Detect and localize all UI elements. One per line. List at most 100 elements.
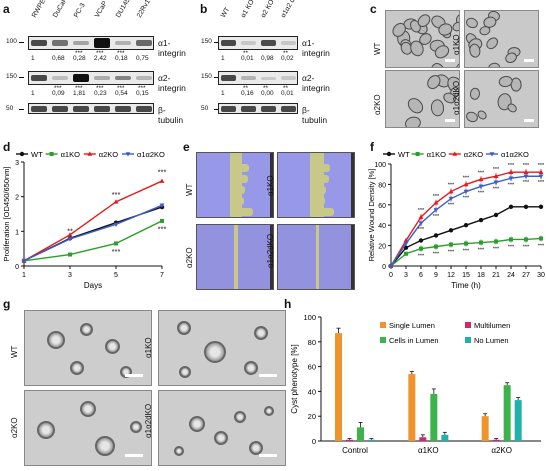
protein-band xyxy=(52,76,68,80)
cyst-phenotype-chart: 0 20 40 60 80 100 Cyst phenotype [%] Control α1K… xyxy=(290,313,541,455)
cyst-image xyxy=(158,310,286,386)
protein-band xyxy=(94,76,110,80)
mw-marker: 50 xyxy=(201,105,209,112)
bar xyxy=(503,385,511,441)
mw-tick xyxy=(214,77,219,78)
category-label: α2KO xyxy=(491,446,512,455)
protein-band xyxy=(281,105,296,112)
panel-label-f: f xyxy=(370,140,374,154)
y-tick-label: 1 xyxy=(15,229,19,236)
micrograph xyxy=(385,70,460,128)
wound-edge xyxy=(238,208,253,216)
band-quant: 2,42 xyxy=(94,55,107,62)
cyst-image xyxy=(24,390,152,466)
x-axis-label: Time (h) xyxy=(451,281,481,290)
bar xyxy=(408,374,416,441)
band-sig: ** xyxy=(283,85,289,92)
band-quant: 0,16 xyxy=(241,90,254,97)
legend-marker xyxy=(386,151,392,157)
significance-mark: *** xyxy=(508,244,515,250)
mw-marker: 150 xyxy=(201,38,212,45)
data-point xyxy=(21,259,27,264)
series-line xyxy=(23,206,163,262)
cyst xyxy=(264,406,274,416)
significance-mark: *** xyxy=(523,244,530,250)
panel-label-g: g xyxy=(3,297,11,311)
band-quant: 0,75 xyxy=(136,55,149,62)
y-axis-label: Relative Wound Density [%] xyxy=(367,169,376,262)
data-point xyxy=(493,212,499,218)
band-sig: ** xyxy=(283,50,289,57)
scale-bar xyxy=(125,454,143,457)
wound-image xyxy=(196,152,274,218)
wound-edge xyxy=(230,153,240,161)
protein-name: β-tubulin xyxy=(302,105,328,125)
y-axis-label: Proliferation [OD450/650nm] xyxy=(2,166,11,261)
significance-mark: *** xyxy=(493,167,500,173)
data-point xyxy=(68,252,72,257)
legend-label: Single Lumen xyxy=(389,321,435,330)
protein-band xyxy=(31,105,47,112)
data-point xyxy=(388,264,394,269)
band-quant: 0,00 xyxy=(261,90,274,97)
cyst-image xyxy=(24,310,152,386)
cell-shape xyxy=(465,16,480,30)
lane-label: α1α2 dKO xyxy=(279,0,302,19)
significance-mark: *** xyxy=(478,170,485,176)
series-line xyxy=(23,220,163,262)
protein-band xyxy=(221,40,236,46)
significance-mark: *** xyxy=(523,180,530,186)
cyst xyxy=(244,361,258,375)
mw-marker: 150 xyxy=(201,73,212,80)
wound-edge xyxy=(234,164,249,172)
x-tick-label: 7 xyxy=(160,272,164,279)
band-quant: 0,68 xyxy=(52,55,65,62)
cyst-image xyxy=(158,390,286,466)
legend-marker xyxy=(452,151,458,156)
legend-label: WT xyxy=(398,150,410,159)
x-tick-label: 12 xyxy=(447,272,455,279)
y-axis-label: Cyst phenotype [%] xyxy=(290,344,299,413)
x-axis-label: Days xyxy=(84,281,102,290)
y-tick-label: 2 xyxy=(15,195,19,202)
band-sig: *** xyxy=(75,50,83,57)
cyst xyxy=(189,416,205,432)
significance-mark: *** xyxy=(448,183,455,189)
image-label: α1α2dKO xyxy=(452,80,461,115)
band-quant: 0,23 xyxy=(94,90,107,97)
image-label: α1α2dKO xyxy=(144,403,153,438)
band-sig: *** xyxy=(138,85,146,92)
cyst xyxy=(214,431,228,445)
blot-strip xyxy=(218,103,298,114)
band-quant: 0,28 xyxy=(73,55,86,62)
legend-label: α1α2KO xyxy=(137,150,165,159)
data-point xyxy=(160,218,164,223)
band-sig: ** xyxy=(243,85,249,92)
legend-marker xyxy=(489,152,495,157)
protein-band xyxy=(94,38,110,48)
significance-mark: *** xyxy=(523,163,530,169)
data-point xyxy=(403,245,409,250)
wound-edge xyxy=(319,208,334,216)
y-tick-label: 60 xyxy=(308,363,316,372)
y-tick-label: 3 xyxy=(15,160,19,167)
significance-mark: *** xyxy=(463,175,470,181)
x-tick-label: 0 xyxy=(389,272,393,279)
wound-edge xyxy=(315,164,330,172)
legend-swatch xyxy=(380,337,386,343)
significance-mark: *** xyxy=(433,214,440,220)
lane-label: DuCaP xyxy=(51,0,69,20)
series-line xyxy=(23,204,163,262)
x-tick-label: 27 xyxy=(522,272,530,279)
y-tick-label: 20 xyxy=(308,412,316,421)
mw-tick xyxy=(214,109,219,110)
wound-edge xyxy=(319,175,329,183)
data-point xyxy=(404,251,408,256)
bar xyxy=(357,427,364,441)
cyst xyxy=(177,321,191,335)
lane-label: VCaP xyxy=(93,0,109,20)
data-point xyxy=(67,232,73,237)
cyst xyxy=(80,401,96,417)
scale-bar xyxy=(445,119,455,122)
